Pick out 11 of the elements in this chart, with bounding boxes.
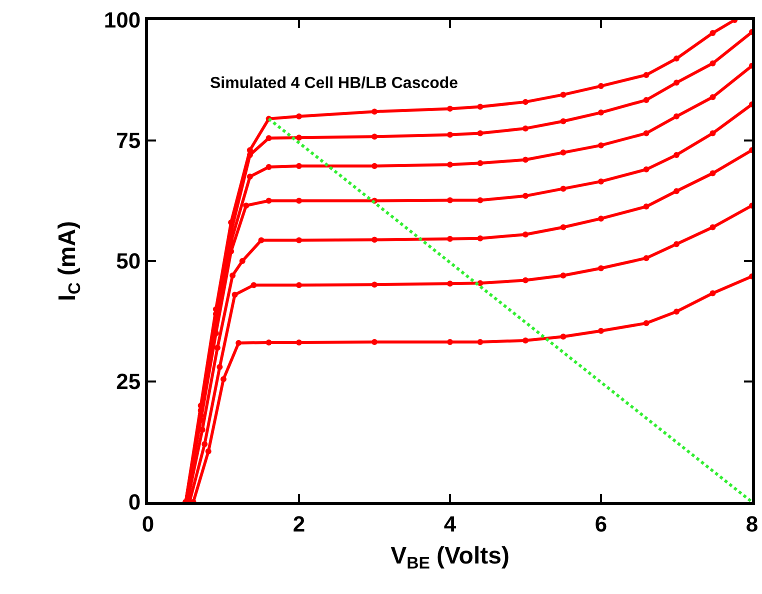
- x-axis-title: V$_{BE}$ (Volts): [390, 542, 510, 573]
- annotation: Simulated 4 Cell HB/LB Cascode: [210, 75, 458, 92]
- y-tick-label: 25: [116, 369, 141, 394]
- x-tick-label: 8: [746, 511, 758, 536]
- x-tick-label: 6: [594, 511, 608, 536]
- y-tick-label: 100: [104, 8, 141, 33]
- y-tick-label: 0: [128, 490, 141, 515]
- x-tick-label: 4: [444, 511, 457, 536]
- y-tick-label: 50: [116, 248, 141, 274]
- y-tick-label: 75: [116, 128, 141, 154]
- x-tick-label: 2: [292, 511, 306, 536]
